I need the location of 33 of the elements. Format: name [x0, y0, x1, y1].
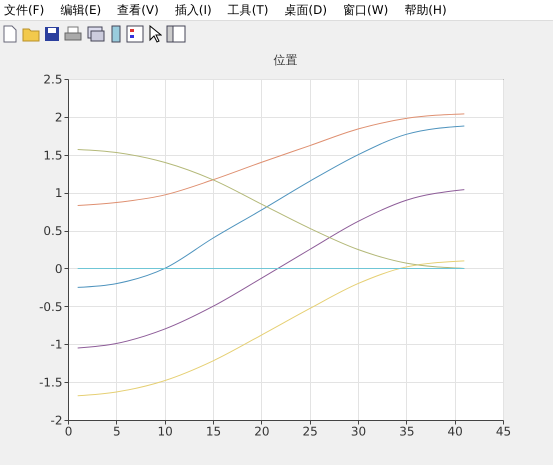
text: 窗口(W) [343, 2, 388, 18]
x-tick-label: 0 [64, 424, 72, 438]
y-tick-label: 0 [54, 262, 62, 276]
y-tick-label: 1 [54, 186, 62, 200]
y-tick-label: 2.5 [43, 72, 62, 86]
x-tick-label: 35 [399, 424, 414, 438]
x-tick-label: 40 [448, 424, 463, 438]
text: 编辑(E) [60, 2, 102, 18]
x-tick-label: 45 [496, 424, 512, 438]
text: 桌面(D) [284, 2, 328, 18]
x-tick-label: 5 [113, 424, 121, 438]
x-tick-label: 25 [302, 424, 318, 438]
y-tick-label: -1.5 [39, 376, 62, 390]
y-tick-label: 2 [54, 110, 62, 124]
line-series [77, 189, 465, 349]
line-series [77, 125, 465, 288]
x-tick-label: 15 [206, 424, 222, 438]
y-tick-label: -1 [50, 338, 62, 352]
text: 帮助(H) [404, 2, 447, 18]
y-tick-label: 0.5 [43, 224, 62, 238]
chart-title: 位置 [274, 53, 298, 67]
text: 工具(T) [228, 2, 268, 18]
y-tick-label: -2 [50, 414, 62, 428]
x-tick-label: 20 [254, 424, 270, 438]
text: 查看(V) [117, 2, 159, 18]
x-tick-label: 30 [350, 424, 366, 438]
line-series [77, 113, 465, 206]
y-tick-label: 1.5 [43, 148, 62, 162]
line-series [77, 260, 465, 396]
text: 插入(I) [174, 2, 212, 18]
text: 文件(F) [4, 2, 44, 18]
x-tick-label: 10 [158, 424, 173, 438]
y-tick-label: -0.5 [39, 300, 62, 314]
